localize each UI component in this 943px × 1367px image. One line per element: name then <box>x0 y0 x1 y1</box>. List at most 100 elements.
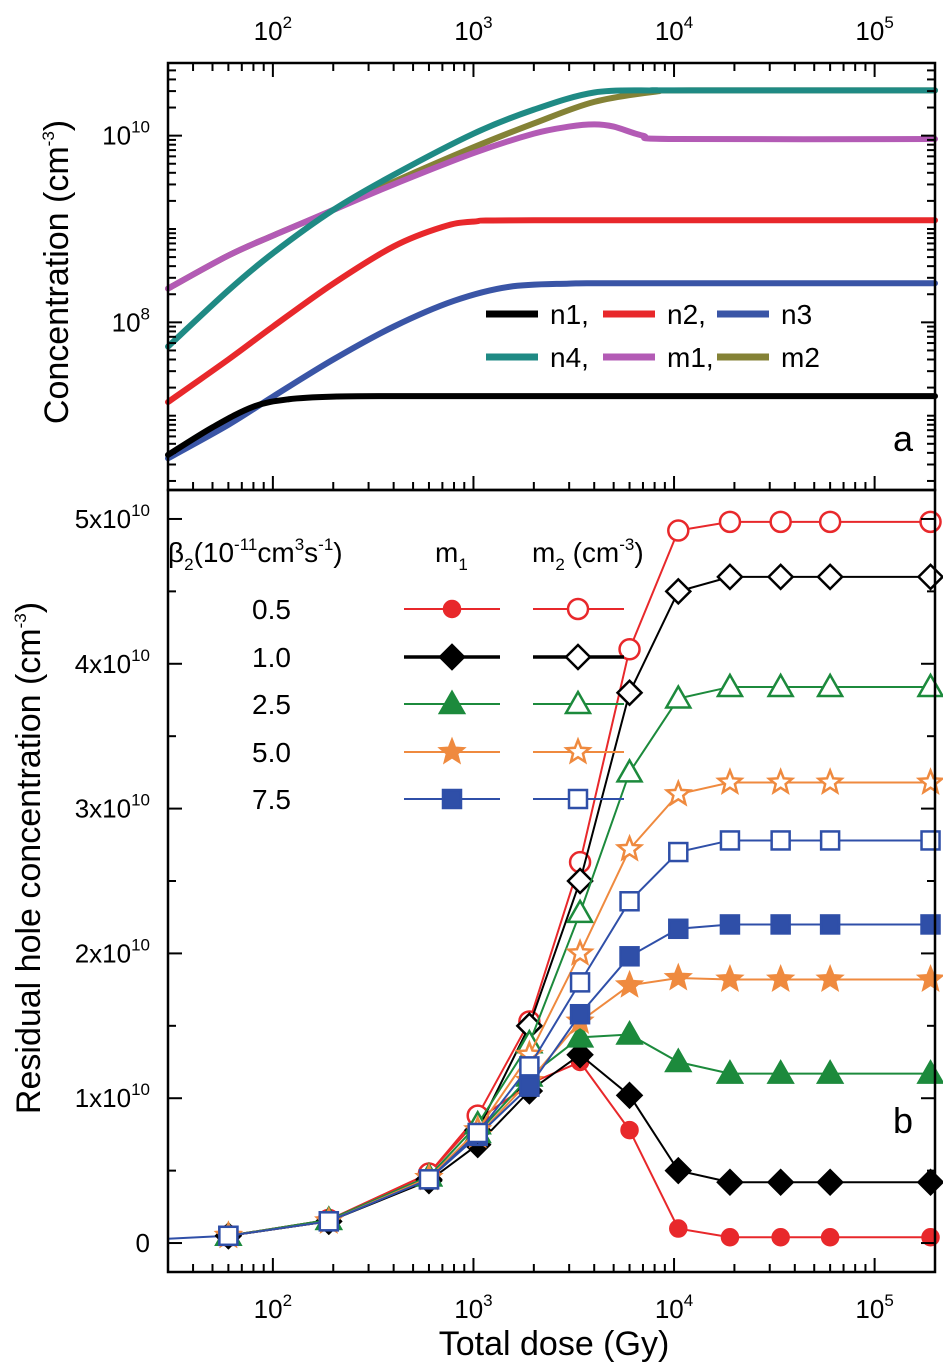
data-point <box>565 937 595 966</box>
legend-a-label: n1, <box>550 299 589 330</box>
yb-tick-label: 3x1010 <box>75 791 150 824</box>
yb-tick-label: 5x1010 <box>75 501 150 534</box>
data-point <box>815 767 845 796</box>
legend-marker <box>438 643 466 671</box>
legend-b-m1-swatch <box>404 788 500 810</box>
data-point <box>565 898 595 924</box>
data-point <box>920 914 941 935</box>
data-point <box>815 1059 845 1084</box>
data-point <box>919 510 942 534</box>
data-point <box>614 969 645 998</box>
panel-a-curves <box>165 87 938 462</box>
series-line <box>228 685 931 1237</box>
legend-a-label: n3 <box>781 299 812 330</box>
data-point <box>664 577 693 606</box>
curve-m1 <box>165 121 938 292</box>
legend-b-m2-header: m2 (cm-3) <box>532 535 644 574</box>
legend-b-beta-value: 2.5 <box>252 689 291 720</box>
panel-a: n1, n2, n3 n4, m1, m2 a <box>165 87 938 462</box>
data-point <box>615 1019 644 1045</box>
data-point <box>766 1168 795 1196</box>
data-point <box>769 510 792 534</box>
data-point <box>765 767 796 796</box>
legend-marker <box>563 689 593 715</box>
legend-b-m1-header: m1 <box>435 537 468 574</box>
curve-n4 <box>165 87 938 350</box>
data-point <box>916 1059 943 1084</box>
data-point <box>818 510 842 534</box>
data-point <box>715 1059 745 1084</box>
legend-a-label: n2, <box>667 299 706 330</box>
data-point <box>619 891 640 912</box>
legend-b-beta-value: 0.5 <box>252 594 291 625</box>
data-point <box>916 563 943 591</box>
data-point <box>663 778 693 807</box>
data-point <box>569 972 591 993</box>
yb-tick-label: 2x1010 <box>75 935 150 968</box>
data-point <box>716 1168 744 1196</box>
data-point <box>765 964 796 992</box>
panel-b-letter: b <box>893 1100 913 1141</box>
legend-b-m1-swatch <box>404 736 500 765</box>
axes-ticks: 102 102 103 103 104 104 105 105 108 1010 0 1x1010 2x… <box>75 13 936 1324</box>
data-point <box>519 1076 540 1097</box>
data-point <box>318 1211 340 1232</box>
data-point <box>614 833 645 862</box>
data-point <box>816 1168 844 1196</box>
data-point <box>715 672 745 698</box>
x-tick-label-top: 103 <box>454 13 492 46</box>
legend-b-m1-swatch <box>404 643 500 671</box>
legend-b-m2-swatch <box>533 736 624 765</box>
data-point <box>915 964 943 992</box>
data-point <box>819 914 841 935</box>
legend-b-beta-value: 1.0 <box>252 642 291 673</box>
data-point <box>715 964 745 992</box>
data-point <box>664 1156 693 1185</box>
legend-marker <box>567 788 589 810</box>
legend-marker <box>442 599 462 619</box>
data-point <box>668 841 689 863</box>
data-point <box>766 672 795 698</box>
data-point <box>719 830 741 851</box>
data-point <box>620 1120 639 1140</box>
data-point <box>519 1056 540 1077</box>
data-point <box>667 519 690 542</box>
x-tick-label-top: 104 <box>655 13 693 46</box>
data-point <box>566 867 594 895</box>
data-point <box>619 946 640 967</box>
data-point <box>819 830 841 851</box>
data-point <box>916 1168 943 1196</box>
data-point <box>218 1225 239 1247</box>
legend-marker <box>563 736 593 765</box>
data-point <box>766 1059 795 1084</box>
legend-b-m1-swatch <box>404 689 500 715</box>
data-point <box>815 672 845 698</box>
legend-a-label: m2 <box>781 342 820 373</box>
panel-b-ylabel: Residual hole concentration (cm-3) <box>10 602 48 1114</box>
data-point <box>664 1047 693 1073</box>
data-point <box>618 638 641 661</box>
data-point <box>771 1227 790 1247</box>
legend-b-m1-swatch <box>404 599 500 619</box>
curve-m2 <box>165 87 938 292</box>
data-point <box>915 767 943 796</box>
data-point <box>716 563 744 591</box>
data-point <box>615 757 644 783</box>
x-tick-label-bottom: 102 <box>254 1291 292 1324</box>
yb-tick-label: 1x1010 <box>75 1080 150 1113</box>
data-point <box>718 510 742 534</box>
legend-b-beta-header: β2(10-11cm3s-1) <box>168 535 343 574</box>
data-point <box>664 684 693 709</box>
panel-a-ylabel: Concentration (cm-3) <box>38 120 76 424</box>
legend-marker <box>566 597 590 621</box>
data-point <box>770 914 791 935</box>
x-tick-label-bottom: 103 <box>454 1291 492 1324</box>
data-point <box>920 830 941 851</box>
legend-marker <box>564 643 592 671</box>
data-point <box>916 672 943 698</box>
legend-a-label: m1, <box>667 342 714 373</box>
data-point <box>615 1081 644 1110</box>
legend-b-m2-swatch <box>533 689 624 715</box>
data-point <box>615 678 644 707</box>
x-tick-label-top: 105 <box>855 13 893 46</box>
